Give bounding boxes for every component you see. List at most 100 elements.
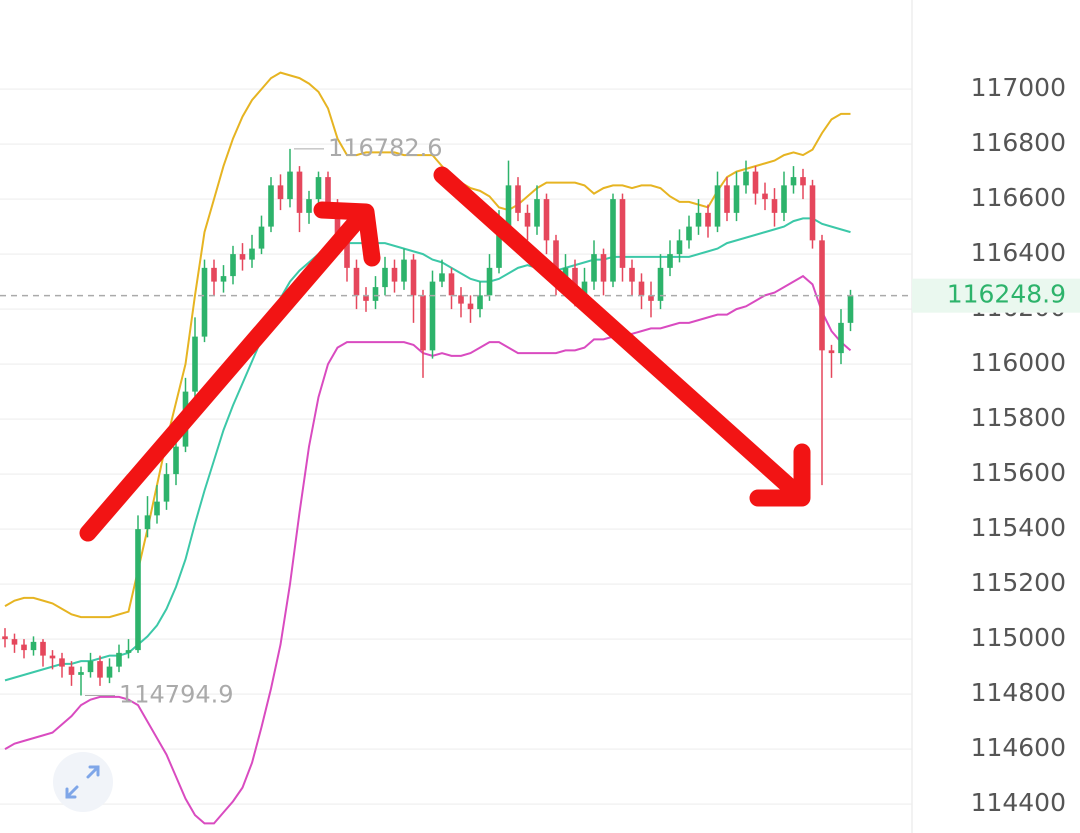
candle-body — [135, 529, 141, 651]
candle-body — [790, 177, 797, 186]
candle-body — [420, 295, 426, 351]
last-price-box — [912, 278, 1080, 313]
band-line — [4, 71, 851, 619]
candle-body — [657, 267, 664, 301]
candle-body — [59, 658, 65, 667]
candle-body — [249, 248, 255, 260]
candle-body — [106, 666, 113, 678]
bands — [4, 71, 852, 825]
candle-body — [648, 295, 654, 301]
candle-body — [410, 259, 417, 296]
candle-body — [78, 672, 84, 675]
candle-body — [724, 185, 730, 213]
candle-body — [30, 641, 37, 651]
candle-body — [372, 287, 379, 301]
y-tick-label: 116000 — [971, 348, 1066, 377]
candle-body — [448, 273, 455, 296]
candle-body — [486, 267, 493, 296]
grid — [0, 88, 912, 805]
candle-body — [21, 644, 27, 651]
candle-body — [401, 259, 407, 282]
y-tick-label: 114400 — [971, 788, 1066, 817]
candle-body — [771, 199, 778, 213]
candle-body — [505, 185, 512, 227]
candle-body — [382, 267, 388, 288]
candle-body — [201, 267, 208, 337]
candle-body — [705, 212, 711, 227]
expand-button[interactable] — [53, 752, 113, 812]
y-tick-label: 115000 — [971, 623, 1066, 652]
y-tick-label: 116400 — [971, 238, 1066, 267]
candle-body — [638, 281, 645, 296]
candle-body — [258, 226, 265, 249]
candle-body — [192, 336, 198, 392]
candle-body — [68, 666, 75, 675]
candle-body — [524, 212, 531, 227]
candle-body — [619, 199, 626, 268]
candle-body — [173, 446, 179, 475]
candle-body — [581, 281, 588, 296]
candle-body — [676, 240, 683, 255]
candle-body — [429, 281, 436, 351]
band-line — [4, 217, 851, 682]
arrow-up-head — [313, 201, 381, 267]
candle-body — [163, 474, 170, 502]
candle-body — [714, 185, 721, 227]
candle-body — [296, 171, 303, 213]
y-tick-label: 116600 — [971, 183, 1066, 212]
y-tick-label: 114600 — [971, 733, 1066, 762]
candle-body — [610, 199, 616, 282]
candle-body — [144, 515, 151, 530]
candle-body — [828, 350, 835, 354]
y-tick-label: 117000 — [971, 73, 1066, 102]
candle-body — [334, 204, 341, 241]
candle-body — [325, 177, 331, 205]
candle-body — [752, 171, 759, 194]
low-marker-label: 114794.9 — [119, 681, 234, 709]
expand-button-bg[interactable] — [53, 752, 113, 812]
candle-body — [211, 267, 217, 282]
candle-body — [838, 322, 844, 354]
arrow-up — [79, 206, 371, 542]
y-tick-label: 116800 — [971, 128, 1066, 157]
candle-body — [97, 661, 103, 678]
candle-body — [496, 226, 502, 268]
candle-body — [695, 212, 702, 227]
candle-body — [819, 240, 825, 351]
candle-body — [363, 295, 369, 301]
candle-body — [306, 199, 312, 213]
y-axis: 114400 114600 114800 115000 115200 115400 1156… — [971, 73, 1066, 817]
y-tick-label: 115600 — [971, 458, 1066, 487]
candle-body — [743, 171, 749, 186]
markers: 116782.6 114794.9 116248.9 — [0, 134, 1080, 709]
y-tick-label: 115200 — [971, 568, 1066, 597]
candle-body — [781, 185, 787, 213]
candle-body — [600, 254, 607, 282]
candle-body — [762, 193, 768, 200]
candle-body — [40, 641, 46, 656]
candle-body — [268, 185, 274, 227]
candle-body — [87, 661, 94, 673]
candle-body — [515, 185, 521, 213]
candle-body — [553, 240, 559, 282]
candle-body — [230, 254, 236, 277]
candle-body — [353, 267, 360, 296]
candle-body — [629, 267, 635, 282]
annotation-arrows — [79, 166, 811, 542]
candle-body — [572, 267, 578, 296]
candle-body — [315, 177, 322, 200]
candle-body — [11, 639, 18, 645]
candle-body — [277, 185, 284, 200]
candle-body — [686, 226, 692, 241]
candle-body — [220, 276, 227, 282]
y-tick-label: 115800 — [971, 403, 1066, 432]
candle-body — [239, 254, 246, 260]
candle-body — [543, 199, 550, 241]
arrow-down — [433, 166, 809, 505]
candle-body — [154, 501, 160, 516]
candle-body — [534, 199, 540, 227]
candle-body — [391, 267, 398, 282]
candle-body — [287, 171, 293, 200]
